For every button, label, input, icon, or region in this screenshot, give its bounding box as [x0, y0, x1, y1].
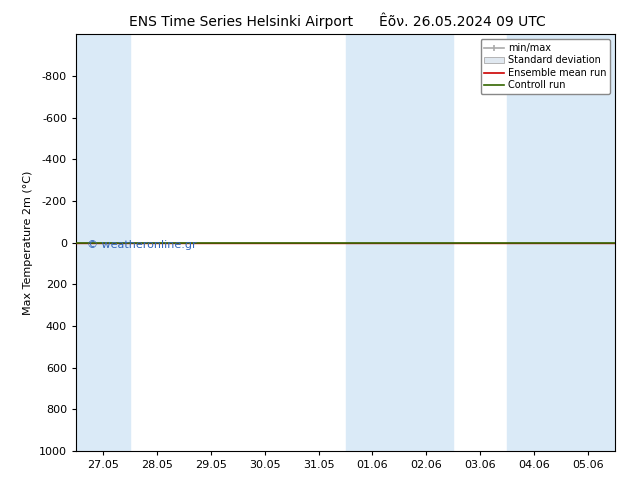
- Bar: [346, 34, 453, 451]
- Text: © weatheronline.gr: © weatheronline.gr: [87, 241, 197, 250]
- Bar: [76, 34, 130, 451]
- Legend: min/max, Standard deviation, Ensemble mean run, Controll run: min/max, Standard deviation, Ensemble me…: [481, 39, 610, 94]
- Text: ENS Time Series Helsinki Airport: ENS Time Series Helsinki Airport: [129, 15, 353, 29]
- Text: Êõν. 26.05.2024 09 UTC: Êõν. 26.05.2024 09 UTC: [379, 15, 547, 29]
- Y-axis label: Max Temperature 2m (°C): Max Temperature 2m (°C): [23, 171, 34, 315]
- Bar: [507, 34, 615, 451]
